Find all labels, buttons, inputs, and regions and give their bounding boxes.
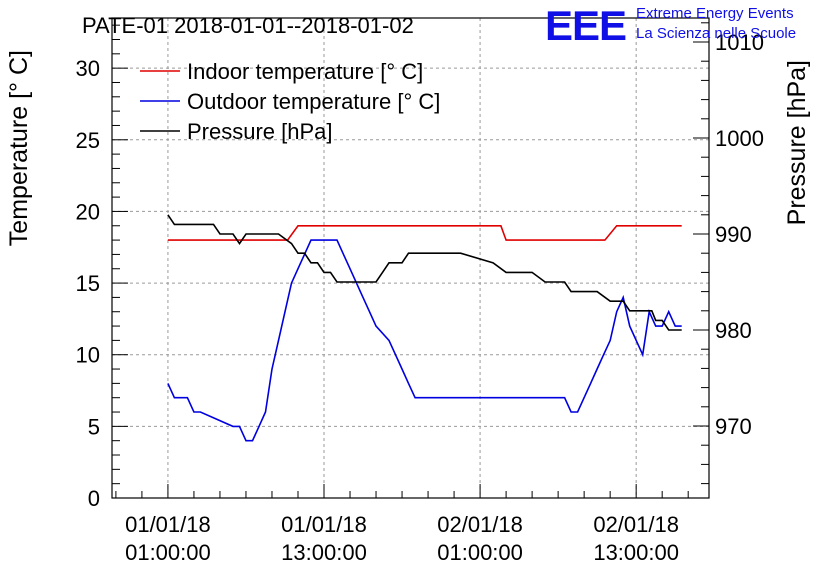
y-tick-label: 5 — [88, 414, 100, 439]
legend-label-0: Indoor temperature [° C] — [187, 59, 423, 84]
x-tick-date: 02/01/18 — [593, 512, 679, 537]
legend-label-1: Outdoor temperature [° C] — [187, 89, 440, 114]
x-tick-date: 02/01/18 — [437, 512, 523, 537]
y2-axis-label: Pressure [hPa] — [783, 60, 811, 225]
y-tick-label: 15 — [76, 271, 100, 296]
x-tick-date: 01/01/18 — [125, 512, 211, 537]
legend: Indoor temperature [° C] Outdoor temperat… — [140, 59, 440, 144]
x-tick-time: 13:00:00 — [593, 540, 679, 565]
y2-tick-label: 970 — [715, 414, 752, 439]
y2-tick-label: 1010 — [715, 30, 764, 55]
series-line-2 — [167, 214, 682, 331]
y-tick-label: 10 — [76, 343, 100, 368]
y-tick-label: 25 — [76, 128, 100, 153]
x-tick-time: 13:00:00 — [281, 540, 367, 565]
y2-tick-label: 1000 — [715, 126, 764, 151]
eee-logo: EEE Extreme Energy Events La Scienza nel… — [545, 2, 796, 49]
series-line-0 — [167, 225, 682, 241]
y-tick-label: 0 — [88, 486, 100, 511]
eee-logo-line2: La Scienza nelle Scuole — [636, 25, 796, 42]
x-tick-time: 01:00:00 — [125, 540, 211, 565]
data-lines — [167, 214, 682, 442]
eee-logo-line1: Extreme Energy Events — [636, 5, 794, 22]
y-tick-label: 30 — [76, 56, 100, 81]
plot-frame — [111, 17, 710, 499]
y-tick-label: 20 — [76, 199, 100, 224]
axes: 0 5 10 15 20 25 30 970 980 990 1000 1010 01/01/18 01:… — [76, 22, 764, 565]
eee-logo-mark: EEE — [545, 2, 626, 49]
y2-tick-label: 990 — [715, 222, 752, 247]
x-tick-time: 01:00:00 — [437, 540, 523, 565]
y-axis-label: Temperature [° C] — [5, 50, 33, 246]
y2-tick-label: 980 — [715, 318, 752, 343]
chart-title: PATE-01 2018-01-01--2018-01-02 — [82, 13, 414, 38]
legend-label-2: Pressure [hPa] — [187, 119, 333, 144]
grid-lines — [112, 18, 709, 498]
series-line-1 — [167, 239, 682, 442]
x-tick-date: 01/01/18 — [281, 512, 367, 537]
